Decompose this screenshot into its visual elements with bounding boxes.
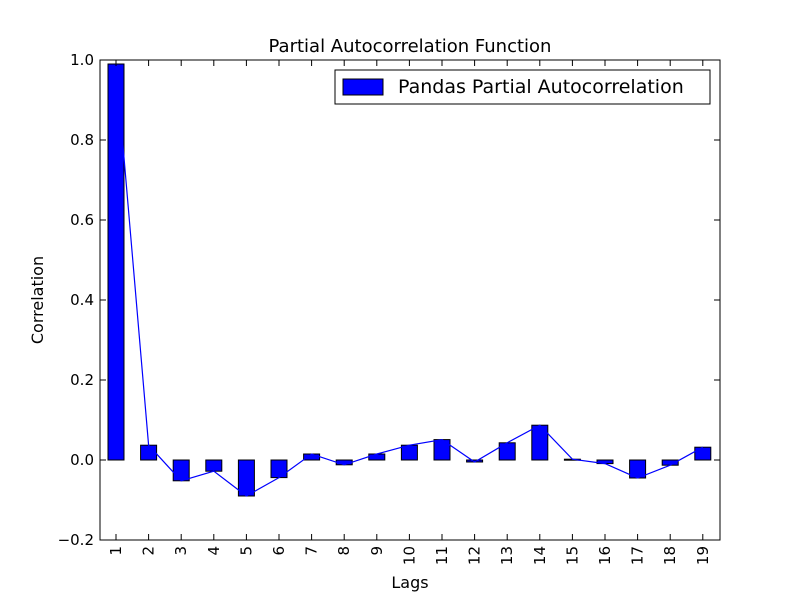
y-tick-label: 0.8	[70, 131, 94, 149]
bar-lag-6	[270, 459, 288, 479]
x-tick-label: 14	[531, 546, 549, 565]
bar-lag-7	[303, 453, 321, 461]
x-tick-label: 7	[303, 546, 321, 556]
x-tick-label: 4	[205, 546, 223, 556]
plot-area: 1.00.80.60.40.20.0−0.2 1 2 3 4 5 6 7 8 9 10 11 12 13…	[58, 51, 721, 565]
y-tick-label: 1.0	[70, 51, 94, 69]
x-tick-label: 2	[140, 546, 158, 556]
x-tick-label: 16	[596, 546, 614, 565]
x-tick-label: 9	[368, 546, 386, 556]
x-tick-label: 19	[694, 546, 712, 565]
x-ticks: 1 2 3 4 5 6 7 8 9 10 11 12 13 14 15 16 17 18 19	[107, 60, 712, 565]
x-tick-label: 1	[107, 546, 125, 556]
bar-lag-4	[205, 459, 223, 472]
legend-label: Pandas Partial Autocorrelation	[398, 76, 684, 98]
x-tick-label: 10	[400, 546, 418, 565]
y-tick-label: 0.2	[70, 371, 94, 389]
y-axis-label: Correlation	[28, 256, 47, 344]
x-tick-label: 3	[172, 546, 190, 556]
x-tick-label: 8	[335, 546, 353, 556]
y-tick-label: 0.6	[70, 211, 94, 229]
series-line	[115, 63, 704, 497]
bar-lag-3	[172, 459, 190, 482]
legend: Pandas Partial Autocorrelation	[334, 69, 711, 105]
legend-swatch	[342, 78, 384, 96]
x-tick-label: 11	[433, 546, 451, 565]
x-tick-label: 13	[498, 546, 516, 565]
legend-box	[334, 69, 711, 105]
bar-lag-13	[498, 442, 516, 461]
x-axis-label: Lags	[391, 573, 428, 592]
y-tick-label: 0.0	[70, 451, 94, 469]
bar-lag-2	[140, 444, 158, 461]
x-tick-label: 18	[661, 546, 679, 565]
y-ticks: 1.0 0.8 0.6 0.4 0.2 0.0 −0.2	[58, 51, 720, 549]
bar-lag-9	[368, 453, 386, 461]
bar-lag-5	[237, 459, 255, 497]
x-tick-label: 17	[629, 546, 647, 565]
x-tick-label: 5	[237, 546, 255, 556]
x-tick-label: 6	[270, 546, 288, 556]
bar-lag-10	[400, 444, 418, 461]
x-tick-label: 15	[563, 546, 581, 565]
axes-frame	[99, 59, 721, 541]
y-tick-label: 0.4	[70, 291, 94, 309]
y-tick-label: −0.2	[58, 531, 94, 549]
bar-lag-19	[694, 446, 712, 461]
x-tick-label: 12	[466, 546, 484, 565]
chart-title: Partial Autocorrelation Function	[269, 36, 552, 57]
bar-lag-11	[433, 439, 451, 461]
